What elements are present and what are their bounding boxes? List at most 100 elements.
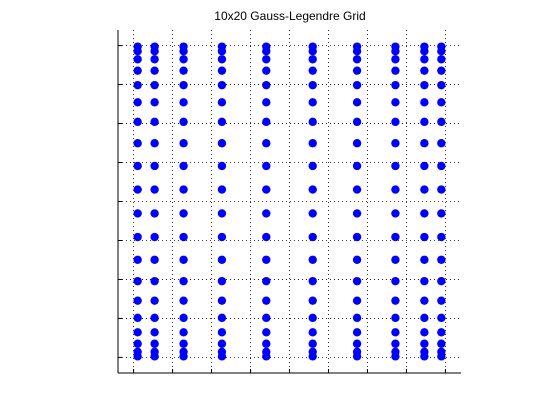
point bbox=[352, 185, 362, 194]
point bbox=[262, 139, 271, 148]
point bbox=[262, 296, 271, 305]
point bbox=[133, 328, 142, 337]
point bbox=[437, 161, 446, 171]
point bbox=[352, 55, 362, 64]
point bbox=[352, 276, 362, 286]
point bbox=[352, 255, 362, 264]
point bbox=[420, 347, 429, 356]
point bbox=[217, 232, 227, 242]
point bbox=[308, 55, 317, 64]
point bbox=[437, 276, 446, 286]
point bbox=[133, 347, 142, 356]
point bbox=[262, 55, 271, 64]
point bbox=[262, 339, 271, 348]
point bbox=[308, 347, 317, 356]
point bbox=[352, 139, 362, 148]
point bbox=[150, 347, 159, 356]
point bbox=[150, 209, 159, 218]
point bbox=[150, 80, 159, 90]
point bbox=[150, 313, 159, 323]
point bbox=[150, 328, 159, 337]
point bbox=[391, 98, 400, 107]
point bbox=[179, 161, 188, 171]
point bbox=[262, 313, 271, 323]
point bbox=[217, 98, 227, 107]
point bbox=[308, 161, 317, 171]
point bbox=[133, 98, 142, 107]
point bbox=[217, 328, 227, 337]
point bbox=[217, 209, 227, 218]
point bbox=[391, 42, 400, 51]
point bbox=[217, 139, 227, 148]
point bbox=[437, 232, 446, 242]
point bbox=[352, 347, 362, 356]
point bbox=[437, 347, 446, 356]
point bbox=[262, 347, 271, 356]
point bbox=[352, 42, 362, 51]
point bbox=[150, 185, 159, 194]
point bbox=[437, 80, 446, 90]
point bbox=[179, 276, 188, 286]
point bbox=[179, 55, 188, 64]
point bbox=[179, 117, 188, 127]
point bbox=[308, 276, 317, 286]
point bbox=[420, 185, 429, 194]
point bbox=[150, 117, 159, 127]
point bbox=[179, 232, 188, 242]
point bbox=[420, 117, 429, 127]
point bbox=[437, 209, 446, 218]
point bbox=[262, 98, 271, 107]
point bbox=[262, 161, 271, 171]
point bbox=[420, 328, 429, 337]
point bbox=[217, 347, 227, 356]
point bbox=[179, 339, 188, 348]
point bbox=[352, 117, 362, 127]
point bbox=[420, 55, 429, 64]
point bbox=[391, 117, 400, 127]
point bbox=[179, 328, 188, 337]
point bbox=[133, 161, 142, 171]
point bbox=[308, 209, 317, 218]
point bbox=[150, 232, 159, 242]
point bbox=[262, 232, 271, 242]
point bbox=[179, 313, 188, 323]
point bbox=[308, 66, 317, 75]
point bbox=[150, 255, 159, 264]
point bbox=[420, 296, 429, 305]
point bbox=[420, 313, 429, 323]
point bbox=[391, 80, 400, 90]
point bbox=[217, 185, 227, 194]
point bbox=[420, 139, 429, 148]
point bbox=[437, 185, 446, 194]
point bbox=[262, 276, 271, 286]
point bbox=[217, 117, 227, 127]
point bbox=[133, 66, 142, 75]
point bbox=[179, 98, 188, 107]
point bbox=[391, 66, 400, 75]
point bbox=[420, 161, 429, 171]
point bbox=[391, 209, 400, 218]
point bbox=[437, 42, 446, 51]
point bbox=[308, 117, 317, 127]
point bbox=[437, 55, 446, 64]
point bbox=[391, 347, 400, 356]
point bbox=[150, 55, 159, 64]
point bbox=[133, 339, 142, 348]
point bbox=[352, 313, 362, 323]
point bbox=[437, 139, 446, 148]
point bbox=[262, 80, 271, 90]
point bbox=[133, 276, 142, 286]
point bbox=[352, 66, 362, 75]
point bbox=[179, 42, 188, 51]
point bbox=[179, 296, 188, 305]
point bbox=[133, 255, 142, 264]
point bbox=[308, 185, 317, 194]
point bbox=[262, 117, 271, 127]
point bbox=[179, 66, 188, 75]
point bbox=[179, 80, 188, 90]
point bbox=[150, 161, 159, 171]
point bbox=[437, 328, 446, 337]
point bbox=[262, 185, 271, 194]
